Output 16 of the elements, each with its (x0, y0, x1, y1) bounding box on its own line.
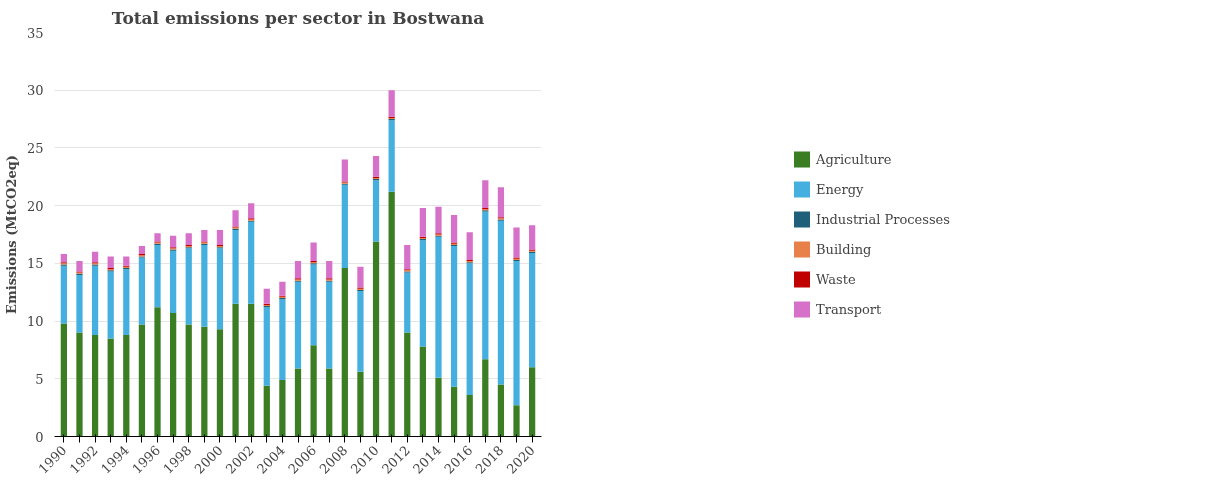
y-tick-label: 0 (35, 429, 44, 445)
y-tick-label: 10 (26, 314, 44, 330)
y-tick-label: 30 (26, 83, 44, 99)
y-axis-title: Emissions (MtCO2eq) (3, 155, 19, 314)
legend-label: Waste (816, 271, 856, 287)
chart-title: Total emissions per sector in Bostwana (111, 7, 485, 28)
legend-label: Energy (816, 181, 864, 197)
legend-label: Transport (816, 301, 882, 317)
y-tick-label: 25 (26, 140, 44, 156)
y-tick-label: 5 (35, 371, 44, 387)
legend-label: Industrial Processes (816, 211, 950, 227)
y-tick-label: 35 (26, 25, 44, 41)
y-tick-label: 15 (26, 256, 44, 272)
legend-label: Agriculture (816, 151, 892, 167)
legend-label: Building (816, 241, 872, 257)
y-tick-label: 20 (26, 198, 44, 214)
